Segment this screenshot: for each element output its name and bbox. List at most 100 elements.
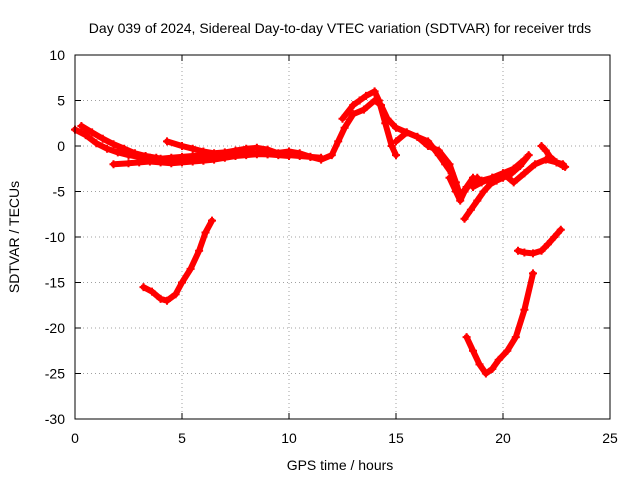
data-point-marker: [186, 264, 195, 273]
data-point-marker: [537, 246, 546, 255]
data-point-marker: [340, 123, 349, 132]
data-point-marker: [556, 225, 565, 234]
data-point-marker: [543, 240, 552, 249]
data-point-marker: [113, 148, 122, 157]
x-tick-label: 25: [602, 430, 618, 446]
y-tick-label: -5: [53, 184, 66, 200]
data-point-marker: [475, 360, 484, 369]
data-point-marker: [199, 156, 208, 165]
y-tick-label: -10: [45, 229, 65, 245]
data-point-marker: [524, 151, 533, 160]
data-point-marker: [92, 139, 101, 148]
data-point-marker: [370, 87, 379, 96]
data-point-marker: [167, 159, 176, 168]
y-tick-label: 5: [57, 93, 65, 109]
data-point-marker: [529, 269, 537, 278]
data-point-marker: [195, 246, 204, 255]
data-point-marker: [188, 157, 197, 166]
series-line: [140, 217, 215, 304]
data-point-marker: [349, 110, 358, 119]
data-point-marker: [477, 178, 486, 187]
data-point-marker: [130, 149, 139, 158]
data-point-marker: [178, 142, 186, 150]
data-point-marker: [334, 137, 343, 146]
data-point-marker: [520, 248, 529, 257]
data-point-marker: [537, 142, 546, 150]
x-axis-label: GPS time / hours: [287, 457, 394, 473]
data-point-marker: [171, 290, 180, 299]
data-point-marker: [145, 157, 154, 166]
data-point-marker: [499, 169, 507, 178]
data-point-marker: [220, 152, 229, 161]
data-point-marker: [88, 128, 97, 137]
data-point-marker: [424, 142, 433, 150]
data-point-marker: [392, 123, 400, 132]
data-point-marker: [188, 144, 197, 153]
data-point-marker: [479, 187, 488, 196]
data-point-marker: [141, 152, 150, 160]
data-point-marker: [469, 183, 477, 191]
data-point-marker: [445, 160, 454, 169]
data-point-marker: [98, 134, 107, 143]
series-arc-2: [77, 122, 171, 164]
data-point-marker: [208, 216, 216, 225]
data-point-marker: [178, 158, 186, 167]
data-point-marker: [509, 178, 518, 187]
data-point-marker: [178, 278, 186, 287]
data-point-marker: [473, 173, 482, 182]
data-point-marker: [317, 155, 326, 164]
data-point-marker: [201, 228, 210, 237]
data-point-marker: [109, 160, 118, 169]
data-point-marker: [520, 169, 529, 178]
series-arc-6: [338, 87, 400, 160]
data-point-marker: [263, 150, 272, 159]
y-tick-label: -25: [45, 366, 65, 382]
data-point-marker: [359, 105, 368, 114]
data-point-marker: [413, 132, 422, 141]
data-point-marker: [514, 246, 522, 255]
data-point-marker: [531, 160, 540, 169]
data-point-marker: [473, 196, 482, 205]
y-axis-label: SDTVAR / TECUs: [6, 181, 22, 293]
data-point-marker: [252, 143, 261, 152]
data-point-marker: [516, 162, 525, 170]
grid-lines: [75, 55, 610, 419]
tick-labels: 0 5 10 15 20 25 10 5 0 -5 -10 -15 -20 -25 -30: [45, 47, 618, 446]
y-tick-label: -30: [45, 411, 65, 427]
data-point-marker: [120, 144, 129, 153]
data-point-marker: [387, 142, 396, 150]
series-line: [463, 270, 536, 377]
y-tick-label: -20: [45, 320, 65, 336]
data-point-marker: [445, 173, 454, 182]
data-point-marker: [242, 149, 251, 158]
data-point-marker: [460, 187, 469, 196]
data-point-marker: [156, 294, 165, 303]
data-point-marker: [503, 346, 512, 355]
series-arc-11: [537, 142, 570, 171]
data-point-marker: [77, 122, 86, 130]
data-point-marker: [392, 137, 400, 146]
data-point-marker: [355, 96, 364, 105]
y-tick-label: 10: [49, 47, 65, 63]
data-point-marker: [507, 169, 516, 178]
series-arc-12: [139, 216, 216, 305]
data-point-marker: [148, 287, 156, 296]
series-arc-14: [514, 225, 565, 258]
data-point-marker: [434, 146, 443, 155]
data-point-marker: [135, 158, 144, 167]
data-point-marker: [561, 162, 570, 171]
data-point-marker: [392, 151, 400, 160]
data-point-marker: [511, 333, 520, 342]
data-point-marker: [466, 205, 475, 214]
x-tick-label: 15: [388, 430, 404, 446]
data-point-marker: [163, 137, 171, 146]
data-point-marker: [156, 158, 165, 167]
data-point-marker: [139, 283, 148, 292]
data-series: [71, 87, 570, 378]
data-point-marker: [285, 147, 293, 156]
data-point-marker: [362, 91, 370, 100]
data-point-marker: [327, 151, 336, 160]
series-arc-13: [462, 269, 537, 378]
data-point-marker: [103, 144, 112, 153]
